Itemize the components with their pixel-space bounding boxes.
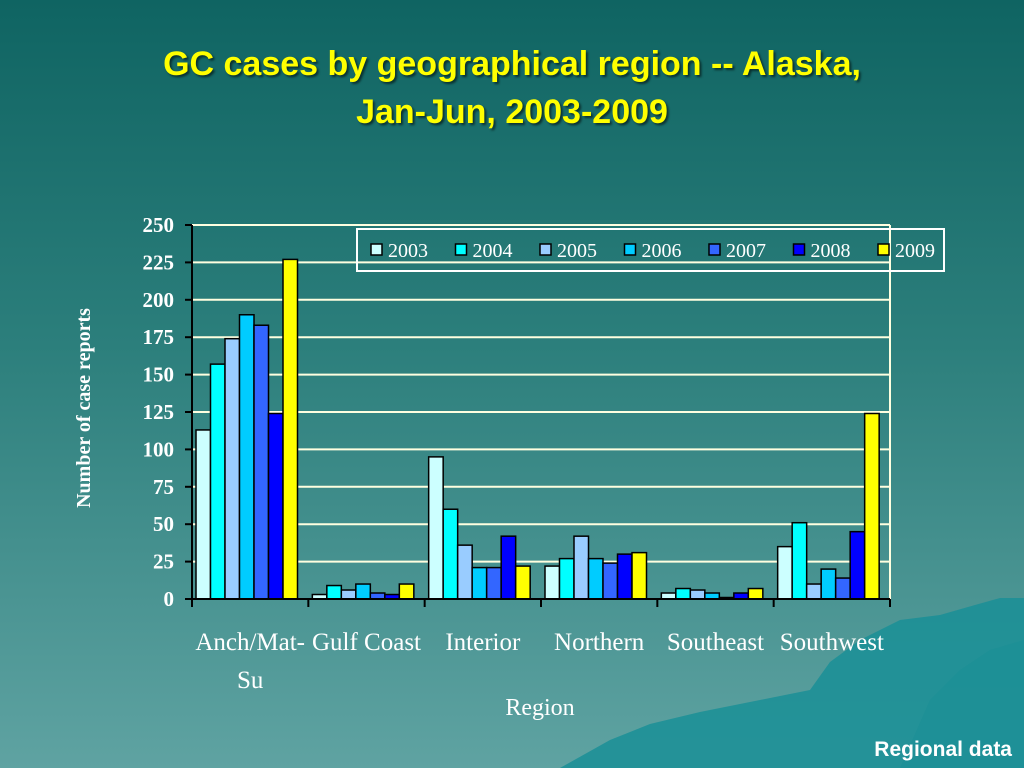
bars bbox=[195, 258, 880, 600]
legend-label-2009: 2009 bbox=[895, 240, 935, 262]
bar-2005 bbox=[456, 544, 473, 600]
bar-2004 bbox=[442, 508, 459, 600]
bar-2005 bbox=[805, 583, 822, 600]
bar-2004 bbox=[209, 363, 226, 600]
bar-2003 bbox=[776, 545, 793, 600]
y-tick-label: 200 bbox=[143, 288, 175, 312]
legend-swatch-2005 bbox=[539, 243, 552, 256]
bar-2007 bbox=[834, 577, 851, 600]
bar-2009 bbox=[282, 258, 299, 600]
y-tick-label: 150 bbox=[143, 363, 175, 387]
legend-label-2008: 2008 bbox=[811, 240, 851, 262]
bar-2006 bbox=[355, 583, 372, 600]
y-tick-label: 100 bbox=[143, 437, 175, 461]
x-category-label: Interior bbox=[445, 629, 521, 656]
bar-2008 bbox=[500, 535, 517, 600]
bar-2005 bbox=[573, 535, 590, 600]
y-tick-label: 25 bbox=[153, 550, 174, 574]
bar-2004 bbox=[558, 557, 575, 600]
y-tick-label: 125 bbox=[143, 400, 175, 424]
x-category-label: Anch/Mat-Su bbox=[195, 629, 305, 694]
bar-2003 bbox=[427, 456, 444, 600]
bar-2003 bbox=[544, 565, 561, 600]
legend-box bbox=[356, 228, 945, 272]
legend-swatch-2004 bbox=[454, 243, 468, 256]
bar-2009 bbox=[514, 565, 531, 600]
x-category-label: Southeast bbox=[667, 629, 764, 656]
bar-2008 bbox=[267, 412, 284, 600]
bar-2009 bbox=[398, 583, 415, 600]
legend-swatch-2007 bbox=[708, 243, 721, 256]
axes bbox=[185, 224, 891, 607]
x-category-label: Northern bbox=[554, 629, 645, 656]
grid-lines bbox=[192, 224, 891, 600]
y-tick-label: 175 bbox=[143, 325, 175, 349]
legend-swatch-2009 bbox=[877, 243, 890, 256]
bar-2004 bbox=[791, 521, 808, 600]
x-category-labels: Anch/Mat-Su Gulf Coast Interior Northern Sou… bbox=[195, 629, 884, 694]
legend-swatch-2008 bbox=[792, 243, 806, 256]
bar-2004 bbox=[675, 587, 692, 600]
legend-label-2006: 2006 bbox=[642, 240, 682, 262]
y-tick-label: 50 bbox=[153, 512, 174, 536]
bar-2006 bbox=[820, 568, 837, 600]
bar-2009 bbox=[863, 412, 880, 600]
bar-2004 bbox=[326, 584, 343, 600]
slide-title-line-1: GC cases by geographical region -- Alask… bbox=[163, 45, 861, 83]
bar-2005 bbox=[340, 589, 357, 600]
mountain-shape bbox=[560, 598, 1024, 768]
y-tick-label: 75 bbox=[153, 475, 174, 499]
x-category-label: Southwest bbox=[780, 629, 884, 656]
bar-2007 bbox=[602, 562, 619, 600]
legend-label-2003: 2003 bbox=[388, 240, 428, 262]
slide-title: GC cases by geographical region -- Alask… bbox=[0, 40, 1024, 136]
mountain-ridge bbox=[900, 640, 1024, 768]
bar-2003 bbox=[195, 429, 212, 600]
x-axis-title: Region bbox=[505, 695, 574, 721]
bar-2008 bbox=[616, 553, 633, 600]
bar-2005 bbox=[224, 337, 241, 600]
legend-swatch-2003 bbox=[370, 243, 383, 256]
bar-2009 bbox=[747, 587, 764, 600]
y-tick-label: 0 bbox=[164, 587, 175, 611]
bar-2007 bbox=[485, 566, 502, 600]
x-category-label: Gulf Coast bbox=[312, 629, 421, 656]
bar-2007 bbox=[253, 324, 270, 600]
mountain-decoration bbox=[560, 598, 1024, 768]
slide-title-line-2: Jan-Jun, 2003-2009 bbox=[356, 93, 668, 131]
y-tick-label: 250 bbox=[143, 213, 175, 237]
bar-2006 bbox=[471, 566, 488, 600]
y-tick-labels: 0 25 50 75 100 125 150 175 200 225 250 bbox=[143, 213, 175, 611]
legend-label-2007: 2007 bbox=[726, 240, 766, 262]
bar-2006 bbox=[587, 557, 604, 600]
footer-label: Regional data bbox=[874, 738, 1012, 761]
bar-2008 bbox=[849, 530, 866, 600]
bar-2009 bbox=[631, 551, 648, 600]
legend: 2003 2004 2005 2006 2007 2008 2009 bbox=[356, 228, 945, 272]
y-axis-title: Number of case reports bbox=[73, 308, 95, 508]
y-tick-label: 225 bbox=[143, 250, 175, 274]
bar-2006 bbox=[238, 314, 255, 600]
legend-label-2005: 2005 bbox=[557, 240, 597, 262]
bar-2005 bbox=[689, 589, 706, 600]
legend-swatch-2006 bbox=[623, 243, 637, 256]
legend-label-2004: 2004 bbox=[473, 240, 513, 262]
